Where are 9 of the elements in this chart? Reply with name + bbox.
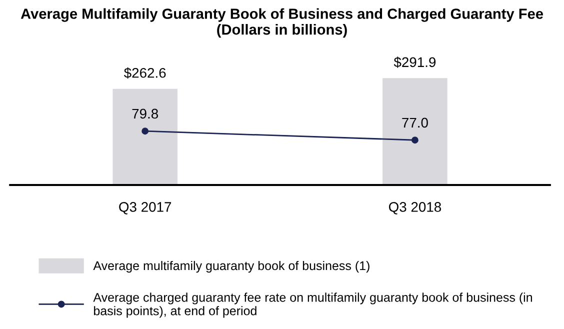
chart-title: Average Multifamily Guaranty Book of Business and Charged Guaranty Fee (Dollars in billions) — [20, 8, 543, 38]
data-label: $291.9 — [394, 56, 436, 68]
x-tick-label: Q3 2017 — [119, 202, 172, 214]
data-label: 79.8 — [132, 108, 158, 119]
data-label: 77.0 — [402, 118, 428, 128]
x-tick-label: Q3 2018 — [388, 202, 442, 214]
data-label: $262.6 — [124, 67, 166, 79]
legend-label: Average charged guaranty fee rate on multifamily guaranty book of business (in basis points), at end of period — [93, 292, 532, 318]
legend-label: Average multifamily guaranty book of business (1) — [93, 260, 370, 273]
